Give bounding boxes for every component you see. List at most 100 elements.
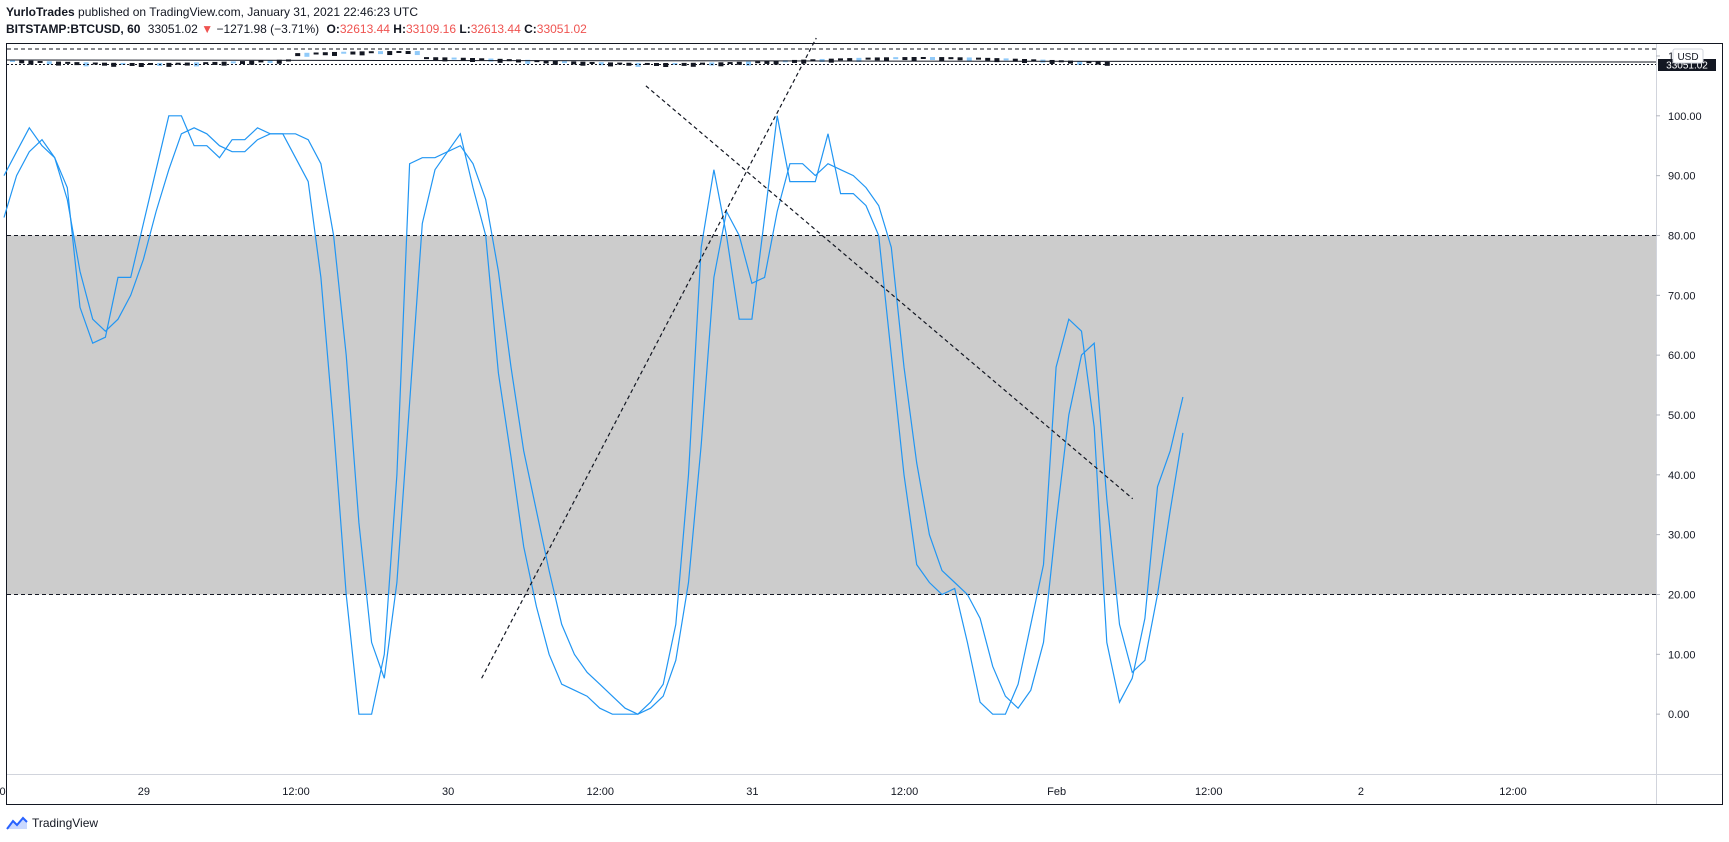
author-name[interactable]: YurloTrades — [6, 5, 75, 19]
price-candle — [663, 62, 669, 67]
y-tick-label: 20.00 — [1668, 589, 1696, 601]
price-candle — [1012, 58, 1018, 62]
price-candle — [368, 51, 374, 54]
y-tick-label: 60.00 — [1668, 350, 1696, 362]
symbol-name: BITSTAMP:BTCUSD, 60 — [6, 22, 141, 36]
published-text: published on TradingView.com, January 31… — [78, 5, 419, 19]
price-candle — [874, 57, 880, 61]
x-tick-label: 12:00 — [891, 786, 919, 798]
y-tick-label: 70.00 — [1668, 290, 1696, 302]
high-label: H: — [393, 22, 406, 36]
price-change: −1271.98 (−3.71%) — [216, 22, 320, 36]
price-candle — [534, 60, 540, 63]
x-tick-label: 12:00 — [0, 786, 6, 798]
price-candle — [92, 62, 98, 65]
close-label: C: — [524, 22, 537, 36]
price-candle — [378, 51, 383, 55]
price-candle — [350, 51, 356, 55]
price-candle — [920, 57, 926, 60]
price-pane-candles — [6, 48, 1657, 67]
trend-line-1[interactable] — [481, 37, 817, 679]
price-candle — [313, 52, 319, 55]
y-tick-label: 10.00 — [1668, 649, 1696, 661]
price-candle — [672, 62, 678, 65]
price-candle — [736, 61, 742, 65]
price-tag-label: 33051.02 — [1666, 61, 1708, 72]
price-candle — [1003, 58, 1009, 61]
price-candle — [451, 57, 457, 60]
price-candle — [543, 60, 549, 64]
price-candle — [562, 61, 567, 64]
price-candle — [65, 61, 71, 64]
price-candle — [258, 60, 264, 63]
price-candle — [939, 57, 945, 62]
y-tick-label: 50.00 — [1668, 410, 1696, 422]
price-candle — [764, 60, 770, 64]
high-value: 33109.16 — [405, 22, 457, 36]
price-candle — [957, 57, 963, 61]
price-candle — [552, 60, 558, 65]
x-tick-label: 2 — [1358, 786, 1364, 798]
price-candle — [28, 60, 34, 65]
price-candle — [644, 62, 650, 65]
price-candle — [690, 62, 696, 67]
y-tick-label: 90.00 — [1668, 171, 1696, 183]
price-candle — [773, 60, 779, 65]
price-candle — [1068, 60, 1073, 64]
price-candle — [902, 57, 908, 61]
price-tag: 33051.02 USD — [1658, 48, 1716, 72]
price-candle — [1104, 61, 1110, 66]
price-candle — [46, 61, 52, 65]
price-candle — [1095, 61, 1101, 65]
price-candle — [19, 60, 25, 64]
price-candle — [580, 61, 586, 66]
x-tick-label: 31 — [746, 786, 758, 798]
band-fill — [7, 235, 1656, 595]
low-value: 32613.44 — [470, 22, 521, 36]
price-candle — [976, 57, 981, 60]
last-price: 33051.02 — [147, 22, 198, 36]
price-candle — [111, 62, 117, 67]
price-candle — [994, 58, 1000, 63]
price-candle — [755, 61, 761, 64]
low-label: L: — [459, 22, 471, 36]
price-candle — [911, 57, 917, 62]
price-candle — [930, 57, 935, 61]
price-candle — [240, 61, 245, 65]
price-candle — [442, 57, 448, 62]
down-arrow-icon: ▼ — [201, 22, 214, 36]
price-candle — [74, 62, 80, 66]
price-candle — [267, 60, 273, 64]
open-label: O: — [326, 22, 340, 36]
trend-line-2[interactable] — [645, 85, 1134, 500]
price-candle — [948, 57, 954, 60]
price-candle — [617, 62, 623, 65]
close-value: 33051.02 — [536, 22, 587, 36]
price-candle — [746, 61, 751, 66]
open-value: 32613.44 — [339, 22, 390, 36]
series-line-2 — [3, 127, 1184, 715]
price-candle — [249, 60, 255, 65]
symbol-legend: BITSTAMP:BTCUSD, 60 33051.02 ▼ −1271.98 … — [6, 22, 587, 36]
price-candle — [1086, 61, 1092, 64]
price-candle — [332, 51, 337, 56]
price-candle — [230, 61, 236, 64]
price-candle — [865, 57, 871, 60]
price-candle — [304, 52, 310, 57]
currency-label: USD — [1677, 52, 1698, 63]
price-candle — [589, 61, 595, 64]
price-candle — [709, 62, 715, 66]
price-candle — [433, 57, 439, 61]
x-tick-label: 29 — [138, 786, 150, 798]
price-level-line — [6, 59, 1657, 63]
price-candle — [322, 52, 328, 56]
price-candle — [56, 61, 61, 66]
footer-brand[interactable]: TradingView — [6, 816, 98, 830]
price-candle — [424, 57, 429, 60]
currency-badge[interactable] — [1672, 48, 1704, 64]
price-candle — [295, 53, 301, 57]
price-candle — [387, 51, 393, 56]
price-candle — [175, 62, 181, 65]
price-candle — [37, 60, 43, 63]
